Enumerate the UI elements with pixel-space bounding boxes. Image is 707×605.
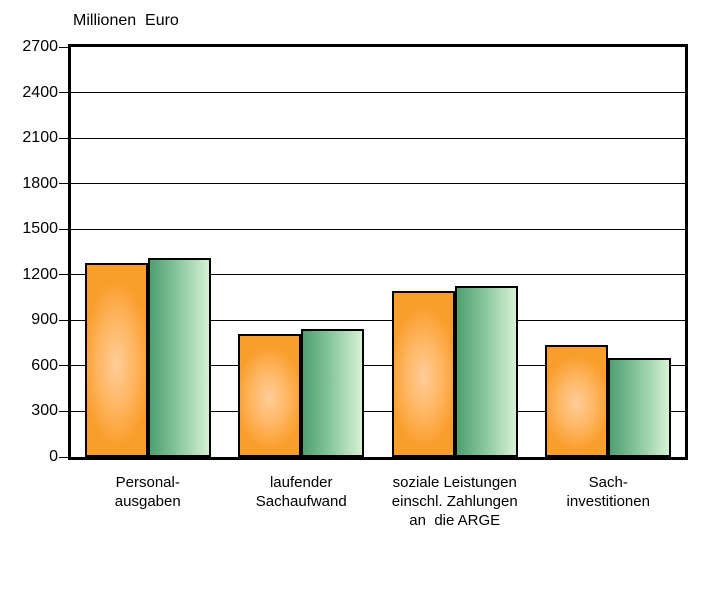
bar-green-series-2 bbox=[454, 286, 518, 457]
y-tick-label-900: 900 bbox=[31, 311, 58, 329]
bar-green-series-3 bbox=[608, 358, 672, 457]
bar-green-series-1 bbox=[301, 329, 365, 457]
x-category-label-0: Personal- ausgaben bbox=[114, 474, 181, 510]
bar-orange-series-1 bbox=[238, 334, 302, 457]
y-tick-label-600: 600 bbox=[31, 356, 58, 374]
y-tick-mark-1800 bbox=[59, 183, 68, 185]
gridlines bbox=[71, 47, 685, 457]
y-tick-mark-2400 bbox=[59, 92, 68, 94]
bar-orange-series-0 bbox=[84, 263, 148, 457]
x-axis-labels: Personal- ausgaben laufender Sachaufwand s… bbox=[71, 473, 685, 553]
y-tick-mark-300 bbox=[59, 410, 68, 412]
gridline-1200 bbox=[71, 274, 685, 276]
gridline-1500 bbox=[71, 228, 685, 230]
bar-orange-series-3 bbox=[545, 345, 609, 457]
y-tick-label-2100: 2100 bbox=[22, 129, 58, 147]
y-tick-mark-900 bbox=[59, 319, 68, 321]
y-tick-label-1500: 1500 bbox=[22, 220, 58, 238]
x-category-label-2: soziale Leistungen einschl. Zahlungen an… bbox=[391, 474, 518, 529]
bar-orange-series-2 bbox=[391, 291, 455, 457]
y-tick-label-2700: 2700 bbox=[22, 38, 58, 55]
plot-area bbox=[68, 44, 688, 460]
y-tick-mark-1500 bbox=[59, 228, 68, 230]
y-tick-mark-600 bbox=[59, 365, 68, 367]
y-tick-mark-1200 bbox=[59, 274, 68, 276]
y-tick-label-2400: 2400 bbox=[22, 83, 58, 101]
gridline-600 bbox=[71, 365, 685, 367]
y-tick-label-0: 0 bbox=[49, 448, 58, 465]
y-tick-label-300: 300 bbox=[31, 402, 58, 420]
gridline-1800 bbox=[71, 183, 685, 185]
gridline-2100 bbox=[71, 137, 685, 139]
gridline-2400 bbox=[71, 92, 685, 94]
y-tick-mark-2700 bbox=[59, 46, 68, 48]
bar-green-series-0 bbox=[147, 258, 211, 457]
x-category-label-3: Sach- investitionen bbox=[566, 474, 650, 510]
y-tick-label-1200: 1200 bbox=[22, 265, 58, 283]
y-tick-mark-0 bbox=[59, 456, 68, 458]
y-tick-mark-2100 bbox=[59, 137, 68, 139]
gridline-900 bbox=[71, 319, 685, 321]
y-tick-label-1800: 1800 bbox=[22, 174, 58, 192]
gridline-300 bbox=[71, 410, 685, 412]
y-axis-title: Millionen Euro bbox=[73, 12, 179, 29]
bars-container bbox=[71, 47, 685, 457]
x-category-label-1: laufender Sachaufwand bbox=[255, 474, 347, 510]
